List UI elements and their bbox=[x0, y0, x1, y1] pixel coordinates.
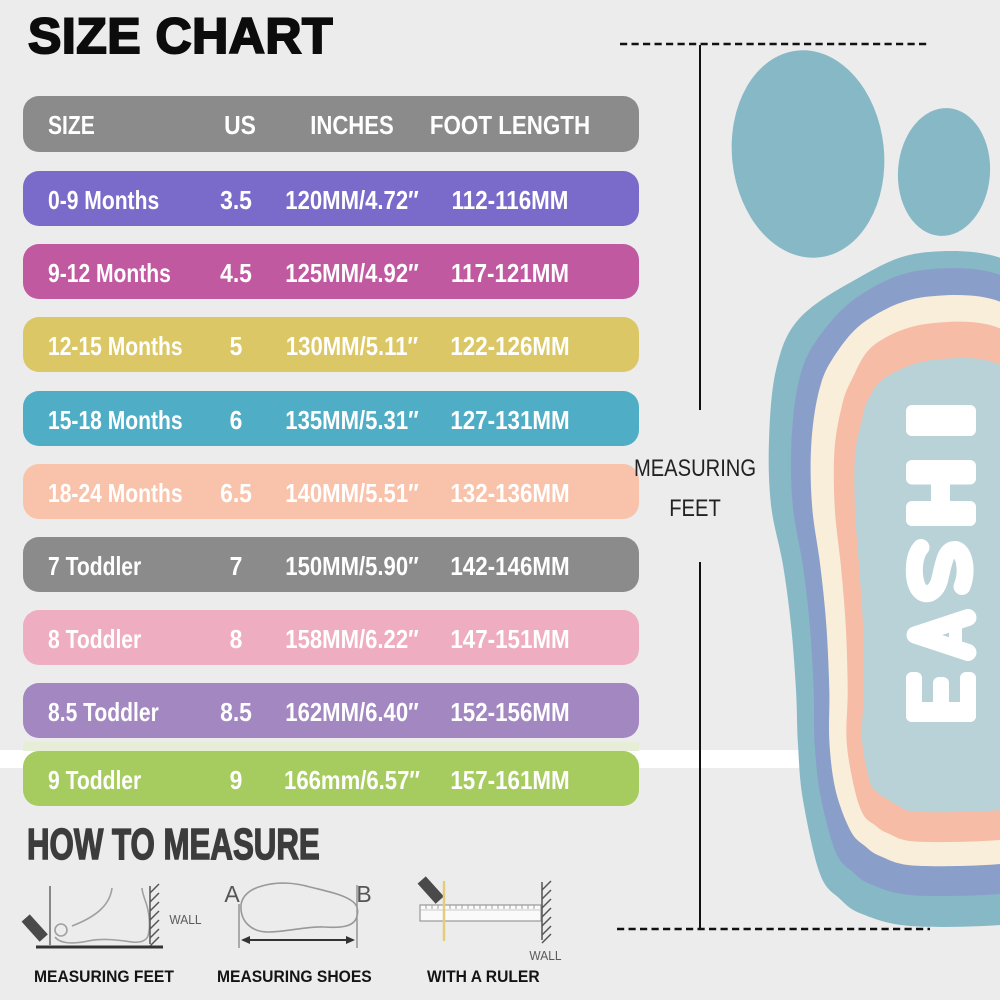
svg-text:B: B bbox=[356, 881, 371, 907]
svg-text:A: A bbox=[224, 881, 240, 907]
